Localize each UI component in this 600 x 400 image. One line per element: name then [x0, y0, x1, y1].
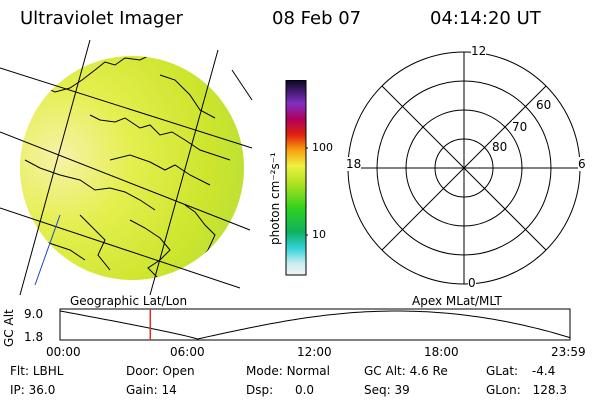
gain-value: 14	[161, 383, 177, 397]
status-dsp: Dsp: 0.0	[246, 383, 315, 397]
polar-diagonal-2	[381, 85, 547, 251]
ip-value: 36.0	[28, 383, 56, 397]
coastlines	[24, 56, 231, 280]
status-gcalt: GC Alt: 4.6 Re	[364, 364, 448, 378]
status-door: Door: Open	[126, 364, 195, 378]
door-value: Open	[162, 364, 195, 378]
lat-label-80: 80	[492, 140, 508, 154]
orbit-altitude-curve	[59, 310, 571, 340]
status-glon: GLon: 128.3	[486, 383, 567, 397]
color-bar	[285, 80, 308, 276]
lat-label-70: 70	[512, 120, 528, 134]
grid-overlay-blue	[34, 214, 61, 286]
orbit-x-tick-3: 18:00	[424, 345, 459, 359]
earth-image	[0, 40, 253, 296]
mlt-label-12: 12	[471, 44, 487, 58]
orbit-y-top: 9.0	[24, 307, 44, 321]
mlt-label-0: 0	[468, 276, 476, 290]
lat-label-60: 60	[536, 98, 552, 112]
colorbar-unit-label: photon cm⁻²s⁻¹	[268, 152, 282, 245]
status-flt: Flt: LBHL	[10, 364, 64, 378]
orbit-x-tick-2: 12:00	[297, 345, 332, 359]
mode-value: Normal	[286, 364, 330, 378]
orbit-plot	[59, 308, 571, 341]
lat-lon-grid	[0, 40, 253, 296]
status-ip: IP: 36.0	[10, 383, 56, 397]
mlt-label-6: 6	[578, 157, 586, 171]
instrument-title: Ultraviolet Imager	[20, 8, 183, 29]
status-gain: Gain: 14	[126, 383, 177, 397]
status-mode: Mode: Normal	[246, 364, 330, 378]
orbit-x-tick-0: 00:00	[46, 345, 81, 359]
orbit-plot-frame	[59, 308, 571, 341]
gcalt-value: 4.6 Re	[409, 364, 448, 378]
glon-value: 128.3	[532, 383, 567, 397]
status-seq: Seq: 39	[364, 383, 410, 397]
geographic-label: Geographic Lat/Lon	[70, 294, 188, 308]
observation-date: 08 Feb 07	[272, 8, 362, 29]
flt-value: LBHL	[32, 364, 64, 378]
observation-time: 04:14:20 UT	[430, 8, 541, 29]
colorbar-tick-100: 100	[312, 141, 333, 154]
glat-value: -4.4	[531, 364, 556, 378]
colorbar-tick-10: 10	[312, 228, 326, 241]
status-glat: GLat: -4.4	[486, 364, 556, 378]
mlt-label-18: 18	[346, 157, 362, 171]
orbit-axis-title: GC Alt	[2, 309, 16, 347]
seq-value: 39	[394, 383, 410, 397]
polar-plot	[347, 51, 581, 285]
orbit-x-tick-1: 06:00	[170, 345, 205, 359]
earth-disk	[20, 56, 244, 280]
dsp-value: 0.0	[294, 383, 315, 397]
orbit-y-bottom: 1.8	[24, 330, 44, 344]
orbit-x-tick-4: 23:59	[551, 345, 586, 359]
apex-label: Apex MLat/MLT	[412, 294, 502, 308]
